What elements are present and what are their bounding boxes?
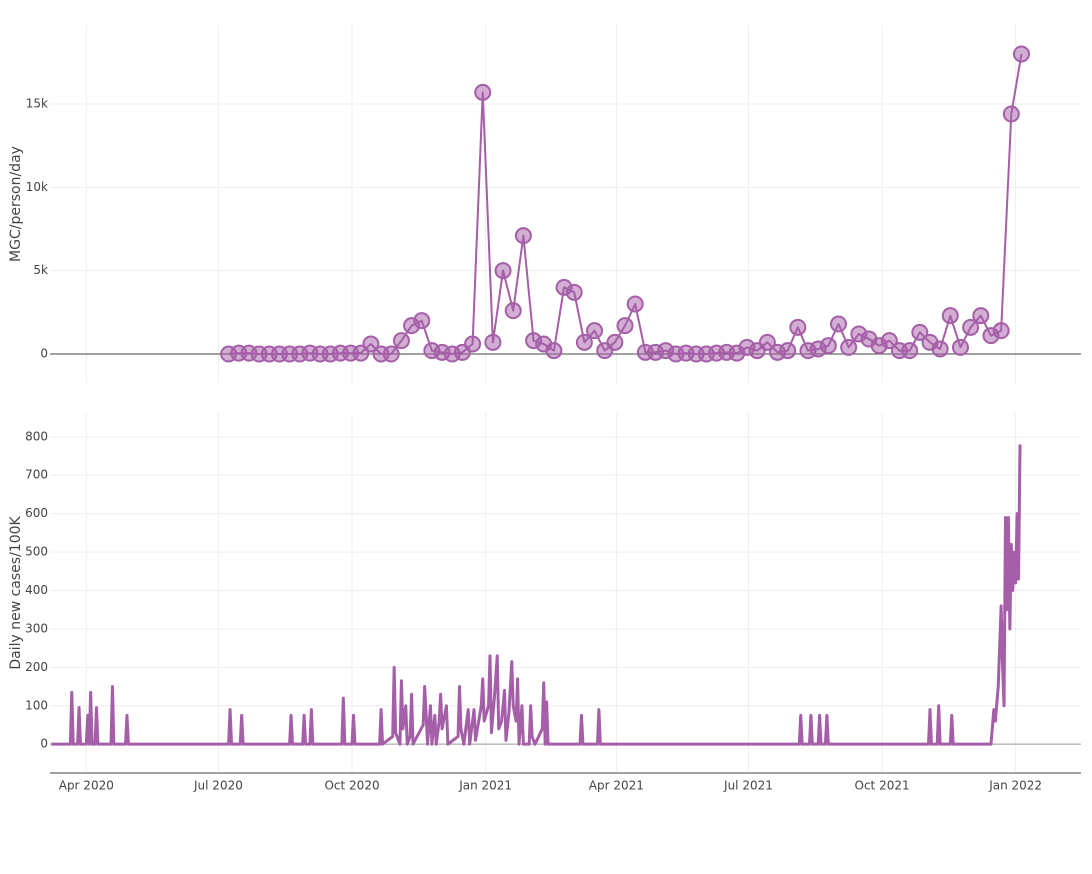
y-tick-label: 200 xyxy=(25,660,48,674)
y-tick-label: 700 xyxy=(25,468,48,482)
data-line xyxy=(51,444,1022,746)
data-marker xyxy=(951,338,969,356)
data-marker xyxy=(992,322,1010,340)
y-axis-title: Daily new cases/100K xyxy=(8,516,24,670)
data-marker xyxy=(586,322,604,340)
data-marker xyxy=(626,295,644,313)
data-marker xyxy=(474,83,492,101)
data-marker xyxy=(901,342,919,360)
y-tick-label: 0 xyxy=(40,737,48,751)
data-marker xyxy=(484,333,502,351)
x-tick-label: Apr 2020 xyxy=(59,779,114,793)
data-marker xyxy=(972,307,990,325)
y-tick-label: 15k xyxy=(26,97,48,111)
data-marker xyxy=(575,333,593,351)
x-tick-label: Oct 2020 xyxy=(324,779,379,793)
data-marker xyxy=(413,312,431,330)
y-tick-label: 600 xyxy=(25,506,48,520)
data-marker xyxy=(789,318,807,336)
data-marker xyxy=(362,335,380,353)
x-tick-label: Jan 2022 xyxy=(988,779,1042,793)
data-marker xyxy=(840,338,858,356)
y-tick-label: 300 xyxy=(25,621,48,635)
data-marker xyxy=(880,332,898,350)
data-marker xyxy=(1012,45,1030,63)
x-tick-label: Jul 2021 xyxy=(723,779,773,793)
data-marker xyxy=(565,283,583,301)
data-marker xyxy=(911,323,929,341)
data-marker xyxy=(606,333,624,351)
data-marker xyxy=(504,302,522,320)
data-marker xyxy=(382,345,400,363)
data-marker xyxy=(758,333,776,351)
data-marker xyxy=(941,307,959,325)
x-tick-label: Oct 2021 xyxy=(855,779,910,793)
y-tick-label: 10k xyxy=(26,180,48,194)
y-tick-label: 400 xyxy=(25,583,48,597)
data-marker xyxy=(545,342,563,360)
x-tick-label: Jan 2021 xyxy=(458,779,512,793)
x-tick-label: Jul 2020 xyxy=(193,779,243,793)
data-line xyxy=(228,53,1023,355)
y-tick-label: 100 xyxy=(25,698,48,712)
data-marker xyxy=(616,317,634,335)
data-marker xyxy=(962,318,980,336)
data-marker xyxy=(392,332,410,350)
y-axis-title: MGC/person/day xyxy=(8,146,24,262)
y-tick-label: 800 xyxy=(25,429,48,443)
data-marker xyxy=(464,335,482,353)
data-marker xyxy=(931,340,949,358)
x-tick-label: Apr 2021 xyxy=(589,779,644,793)
data-marker xyxy=(779,342,797,360)
data-marker xyxy=(494,262,512,280)
y-tick-label: 500 xyxy=(25,545,48,559)
data-marker xyxy=(1002,105,1020,123)
y-tick-label: 0 xyxy=(40,347,48,361)
data-marker xyxy=(514,227,532,245)
y-tick-label: 5k xyxy=(33,263,48,277)
data-marker xyxy=(819,337,837,355)
data-marker xyxy=(829,315,847,333)
